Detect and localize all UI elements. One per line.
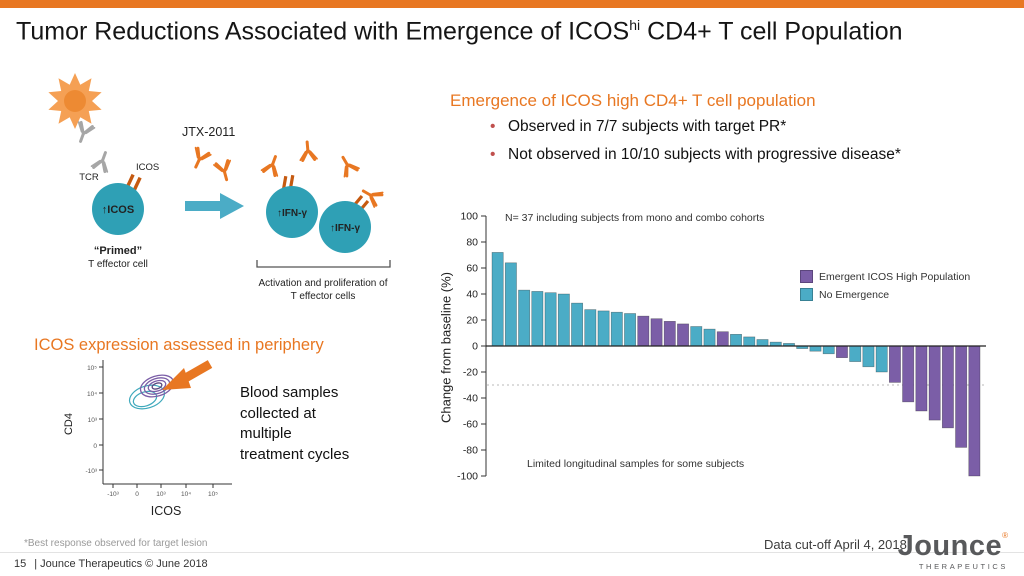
jtx-antibody-icon: [334, 151, 361, 179]
waterfall-plot-area: 100 80 60 40 20 0 -20 -40 -60 -80 -100: [457, 211, 986, 483]
activation-caption-line1: Activation and proliferation of: [259, 278, 388, 289]
flow-x-axis-label: ICOS: [151, 504, 182, 518]
svg-text:100: 100: [460, 211, 478, 223]
emergence-bullet-list: Observed in 7/7 subjects with target PR*…: [488, 117, 956, 173]
chart-note-top: N= 37 including subjects from mono and c…: [505, 212, 765, 224]
bracket: [256, 260, 391, 268]
mechanism-diagram: TCR ICOS ↑ICOS “Primed” T effector cell …: [48, 73, 391, 302]
copyright-text: | Jounce Therapeutics © June 2018: [34, 558, 208, 570]
flow-x-tick: 10⁵: [208, 491, 218, 498]
footer-pageline: 15 | Jounce Therapeutics © June 2018: [14, 558, 208, 570]
activated-t-cell-circle: [266, 186, 318, 238]
svg-text:0: 0: [472, 341, 478, 353]
flow-x-tick: 10⁴: [181, 491, 191, 498]
chart-legend: Emergent ICOS High Population No Emergen…: [800, 270, 970, 306]
jtx-2011-label: JTX-2011: [182, 125, 235, 139]
arrow-right-icon: [185, 193, 244, 219]
logo-wordmark: Jounce: [897, 529, 1003, 562]
flow-y-tick: 10³: [88, 417, 98, 424]
t-effector-label: T effector cell: [88, 259, 148, 270]
data-cutoff-text: Data cut-off April 4, 2018: [764, 537, 907, 552]
registered-mark-icon: ®: [1002, 530, 1008, 540]
jtx-antibody-icon: [212, 158, 237, 184]
flow-x-tick: 0: [135, 491, 139, 498]
jtx-antibody-icon: [297, 139, 319, 163]
top-accent-bar: [0, 0, 1024, 8]
jounce-logo: Jounce® THERAPEUTICS: [897, 529, 1008, 571]
slide-title-superscript: hi: [629, 17, 641, 33]
svg-text:-100: -100: [457, 471, 478, 483]
blood-samples-text: Blood samples collected at multiple trea…: [240, 384, 350, 464]
tcr-label: TCR: [79, 172, 99, 183]
svg-text:-40: -40: [463, 393, 478, 405]
legend-label: No Emergence: [819, 288, 890, 301]
waterfall-chart: Change from baseline (%) N= 37 including…: [432, 206, 1024, 506]
svg-text:60: 60: [466, 263, 478, 275]
flow-y-tick: -10³: [85, 468, 97, 475]
footer-divider: [0, 552, 1024, 553]
flow-contours: [128, 374, 175, 410]
logo-subtitle: THERAPEUTICS: [918, 561, 1008, 571]
page-number: 15: [14, 558, 27, 570]
svg-text:40: 40: [466, 289, 478, 301]
slide-title: Tumor Reductions Associated with Emergen…: [16, 17, 903, 46]
flow-y-tick: 10⁴: [87, 391, 97, 398]
emergence-heading: Emergence of ICOS high CD4+ T cell popul…: [450, 91, 816, 110]
bullet-item: Not observed in 10/10 subjects with prog…: [488, 145, 956, 165]
antigen-cell-core: [64, 90, 86, 112]
svg-text:80: 80: [466, 237, 478, 249]
icos-receptor-label: ICOS: [136, 162, 159, 173]
jtx-antibody-icon: [357, 182, 385, 209]
svg-text:-80: -80: [463, 445, 478, 457]
flow-x-tick: -10³: [107, 491, 119, 498]
activated-t-cell-circle: [319, 201, 371, 253]
ifn-up-label: ↑IFN-γ: [277, 208, 307, 219]
footnote: *Best response observed for target lesio…: [24, 538, 208, 549]
tcr-complex-icon: [89, 148, 115, 174]
flow-x-tick: 10³: [156, 491, 166, 498]
jtx-antibody-icon: [259, 152, 285, 178]
flow-y-tick: 0: [93, 443, 97, 450]
slide-title-main: Tumor Reductions Associated with Emergen…: [16, 17, 630, 46]
svg-text:-60: -60: [463, 419, 478, 431]
activation-caption-line2: T effector cells: [291, 291, 356, 302]
callout-arrow-icon: [162, 360, 213, 390]
svg-text:20: 20: [466, 315, 478, 327]
bullet-item: Observed in 7/7 subjects with target PR*: [488, 117, 956, 137]
legend-swatch-emergent: [800, 270, 813, 283]
primed-label: “Primed”: [94, 245, 142, 257]
primed-t-cell-circle: [92, 183, 144, 235]
chart-note-bottom: Limited longitudinal samples for some su…: [527, 458, 745, 470]
legend-label: Emergent ICOS High Population: [819, 270, 971, 283]
icos-up-label: ↑ICOS: [102, 204, 134, 216]
flow-y-tick: 10⁵: [87, 365, 97, 372]
legend-item: Emergent ICOS High Population: [800, 270, 970, 283]
legend-swatch-no-emergence: [800, 288, 813, 301]
slide-title-tail: CD4+ T cell Population: [640, 17, 903, 46]
ifn-up-label: ↑IFN-γ: [330, 223, 360, 234]
flow-cytometry-plot: 10⁵ 10⁴ 10³ 0 -10³ -10³ 0 10³ 10⁴ 10⁵ CD…: [63, 360, 232, 518]
jtx-antibody-icon: [186, 145, 213, 173]
flow-y-axis-label: CD4: [63, 413, 75, 435]
periphery-heading: ICOS expression assessed in periphery: [34, 336, 324, 354]
legend-item: No Emergence: [800, 288, 970, 301]
svg-text:-20: -20: [463, 367, 478, 379]
